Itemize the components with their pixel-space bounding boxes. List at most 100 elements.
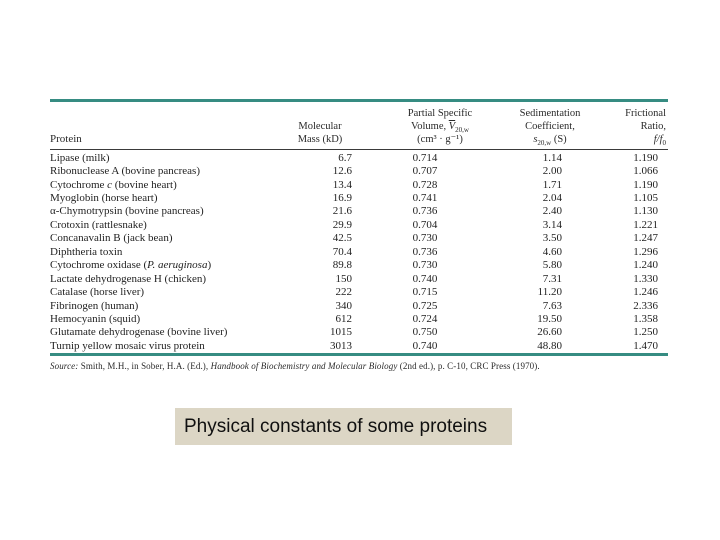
protein-name: Lipase (milk) (50, 151, 110, 164)
frictional-ratio-cell: 1.330 (633, 272, 658, 285)
header-line: Frictional (625, 108, 666, 119)
source-authors: Smith, M.H., in Sober, H.A. (Ed.), (78, 360, 211, 371)
v-bar-symbol: V (448, 121, 456, 132)
sedimentation-coefficient-cell: 2.04 (542, 192, 562, 205)
frictional-ratio-cell: 2.336 (633, 299, 658, 312)
sedimentation-coefficient-cell: 3.50 (542, 232, 562, 245)
frictional-ratio-cell: 1.296 (633, 245, 658, 258)
protein-cell: α-Chymotrypsin (bovine pancreas) (50, 205, 280, 217)
header-line: Ratio, (640, 121, 666, 132)
table-row: Catalase (horse liver) 222 0.715 11.20 1… (50, 285, 668, 298)
molecular-mass-cell: 42.5 (332, 232, 352, 245)
protein-cell: Diphtheria toxin (50, 246, 280, 258)
protein-cell: Concanavalin B (jack bean) (50, 232, 280, 244)
table-row: Glutamate dehydrogenase (bovine liver) 1… (50, 326, 668, 339)
table-row: Crotoxin (rattlesnake) 29.9 0.704 3.14 1… (50, 218, 668, 231)
column-header-sedimentation-coefficient: Sedimentation Coefficient, s20,w (S) (500, 107, 600, 148)
header-line: Sedimentation (519, 108, 581, 119)
protein-name-suffix: (bovine heart) (112, 178, 177, 191)
frictional-ratio-cell: 1.066 (633, 165, 658, 178)
column-header-partial-specific-volume: Partial Specific Volume, V20,w (cm³ · g⁻… (380, 107, 500, 146)
protein-name: Glutamate dehydrogenase (bovine liver) (50, 326, 228, 339)
molecular-mass-cell: 70.4 (332, 245, 352, 258)
partial-specific-volume-cell: 0.715 (412, 286, 438, 299)
frictional-ratio-cell: 1.358 (633, 312, 658, 325)
partial-specific-volume-cell: 0.740 (412, 272, 438, 285)
table-row: Lactate dehydrogenase H (chicken) 150 0.… (50, 272, 668, 285)
table-row: Cytochrome oxidase (P. aeruginosa) 89.8 … (50, 259, 668, 272)
partial-specific-volume-cell: 0.741 (412, 192, 438, 205)
protein-name: Crotoxin (rattlesnake) (50, 218, 147, 231)
molecular-mass-cell: 340 (335, 299, 353, 312)
table-row: Turnip yellow mosaic virus protein 3013 … (50, 339, 668, 352)
s-symbol: s (533, 134, 538, 145)
frictional-ratio-cell: 1.105 (633, 192, 658, 205)
column-header-molecular-mass: Molecular Mass (kD) (280, 120, 380, 146)
header-text: Volume, (411, 121, 449, 132)
sedimentation-coefficient-cell: 26.60 (537, 326, 562, 339)
caption-text: Physical constants of some proteins (184, 415, 488, 437)
partial-specific-volume-cell: 0.730 (412, 259, 438, 272)
molecular-mass-cell: 13.4 (332, 178, 352, 191)
protein-cell: Ribonuclease A (bovine pancreas) (50, 165, 280, 177)
partial-specific-volume-cell: 0.740 (412, 339, 438, 352)
molecular-mass-cell: 3013 (330, 339, 352, 352)
header-units: (cm³ · g⁻¹) (417, 134, 463, 145)
frictional-ratio-cell: 1.470 (633, 339, 658, 352)
frictional-ratio-cell: 1.190 (633, 178, 658, 191)
header-line: Mass (kD) (297, 134, 343, 145)
table-header-row: Protein Molecular Mass (kD) Partial Spec… (50, 102, 668, 150)
protein-cell: Crotoxin (rattlesnake) (50, 219, 280, 231)
protein-name: Myoglobin (horse heart) (50, 192, 158, 205)
source-citation: Source: Smith, M.H., in Sober, H.A. (Ed.… (50, 361, 668, 371)
partial-specific-volume-cell: 0.736 (412, 205, 438, 218)
sedimentation-coefficient-cell: 4.60 (542, 245, 562, 258)
protein-cell: Cytochrome c (bovine heart) (50, 179, 280, 191)
subscript: 0 (662, 139, 667, 148)
protein-cell: Glutamate dehydrogenase (bovine liver) (50, 326, 280, 338)
protein-name-italic: P. aeruginosa (147, 259, 208, 272)
frictional-ratio-cell: 1.221 (633, 218, 658, 231)
table-row: Concanavalin B (jack bean) 42.5 0.730 3.… (50, 232, 668, 245)
frictional-ratio-cell: 1.240 (633, 259, 658, 272)
partial-specific-volume-cell: 0.725 (412, 299, 438, 312)
sedimentation-coefficient-cell: 2.00 (542, 165, 562, 178)
molecular-mass-cell: 6.7 (338, 151, 352, 164)
protein-name: Cytochrome (50, 178, 108, 191)
source-edition: (2nd ed.), p. C-10, CRC Press (1970). (397, 360, 540, 371)
header-symbol: f/f0 (600, 133, 667, 148)
protein-cell: Myoglobin (horse heart) (50, 192, 280, 204)
sedimentation-coefficient-cell: 48.80 (537, 339, 562, 352)
protein-name: Turnip yellow mosaic virus protein (50, 339, 205, 352)
protein-name-italic: c (107, 178, 113, 191)
protein-constants-table: Protein Molecular Mass (kD) Partial Spec… (50, 99, 668, 371)
molecular-mass-cell: 12.6 (332, 165, 352, 178)
source-label: Source: (50, 360, 79, 371)
protein-name: Cytochrome oxidase ( (50, 259, 148, 272)
table-row: Fibrinogen (human) 340 0.725 7.63 2.336 (50, 299, 668, 312)
protein-name: Lactate dehydrogenase H (chicken) (50, 272, 207, 285)
source-book-title: Handbook of Biochemistry and Molecular B… (210, 360, 398, 371)
sedimentation-coefficient-cell: 1.71 (542, 178, 562, 191)
sedimentation-coefficient-cell: 3.14 (542, 218, 562, 231)
frictional-ratio-cell: 1.130 (633, 205, 658, 218)
table-row: Lipase (milk) 6.7 0.714 1.14 1.190 (50, 151, 668, 164)
protein-cell: Turnip yellow mosaic virus protein (50, 340, 280, 352)
column-header-frictional-ratio: Frictional Ratio, f/f0 (600, 107, 668, 148)
frictional-ratio-cell: 1.250 (633, 326, 658, 339)
slide-caption: Physical constants of some proteins (175, 408, 512, 445)
subscript: 20,w (537, 139, 552, 148)
protein-name: Hemocyanin (squid) (50, 312, 141, 325)
table-row: Ribonuclease A (bovine pancreas) 12.6 0.… (50, 164, 668, 177)
header-line: Molecular (298, 121, 342, 132)
sedimentation-coefficient-cell: 2.40 (542, 205, 562, 218)
sedimentation-coefficient-cell: 7.63 (542, 299, 562, 312)
table-row: Diphtheria toxin 70.4 0.736 4.60 1.296 (50, 245, 668, 258)
frictional-ratio-cell: 1.246 (633, 286, 658, 299)
protein-name: α-Chymotrypsin (bovine pancreas) (50, 205, 204, 218)
table-body: Lipase (milk) 6.7 0.714 1.14 1.190 Ribon… (50, 150, 668, 353)
sedimentation-coefficient-cell: 19.50 (537, 312, 562, 325)
protein-name: Fibrinogen (human) (50, 299, 139, 312)
protein-name: Ribonuclease A (bovine pancreas) (50, 165, 200, 178)
